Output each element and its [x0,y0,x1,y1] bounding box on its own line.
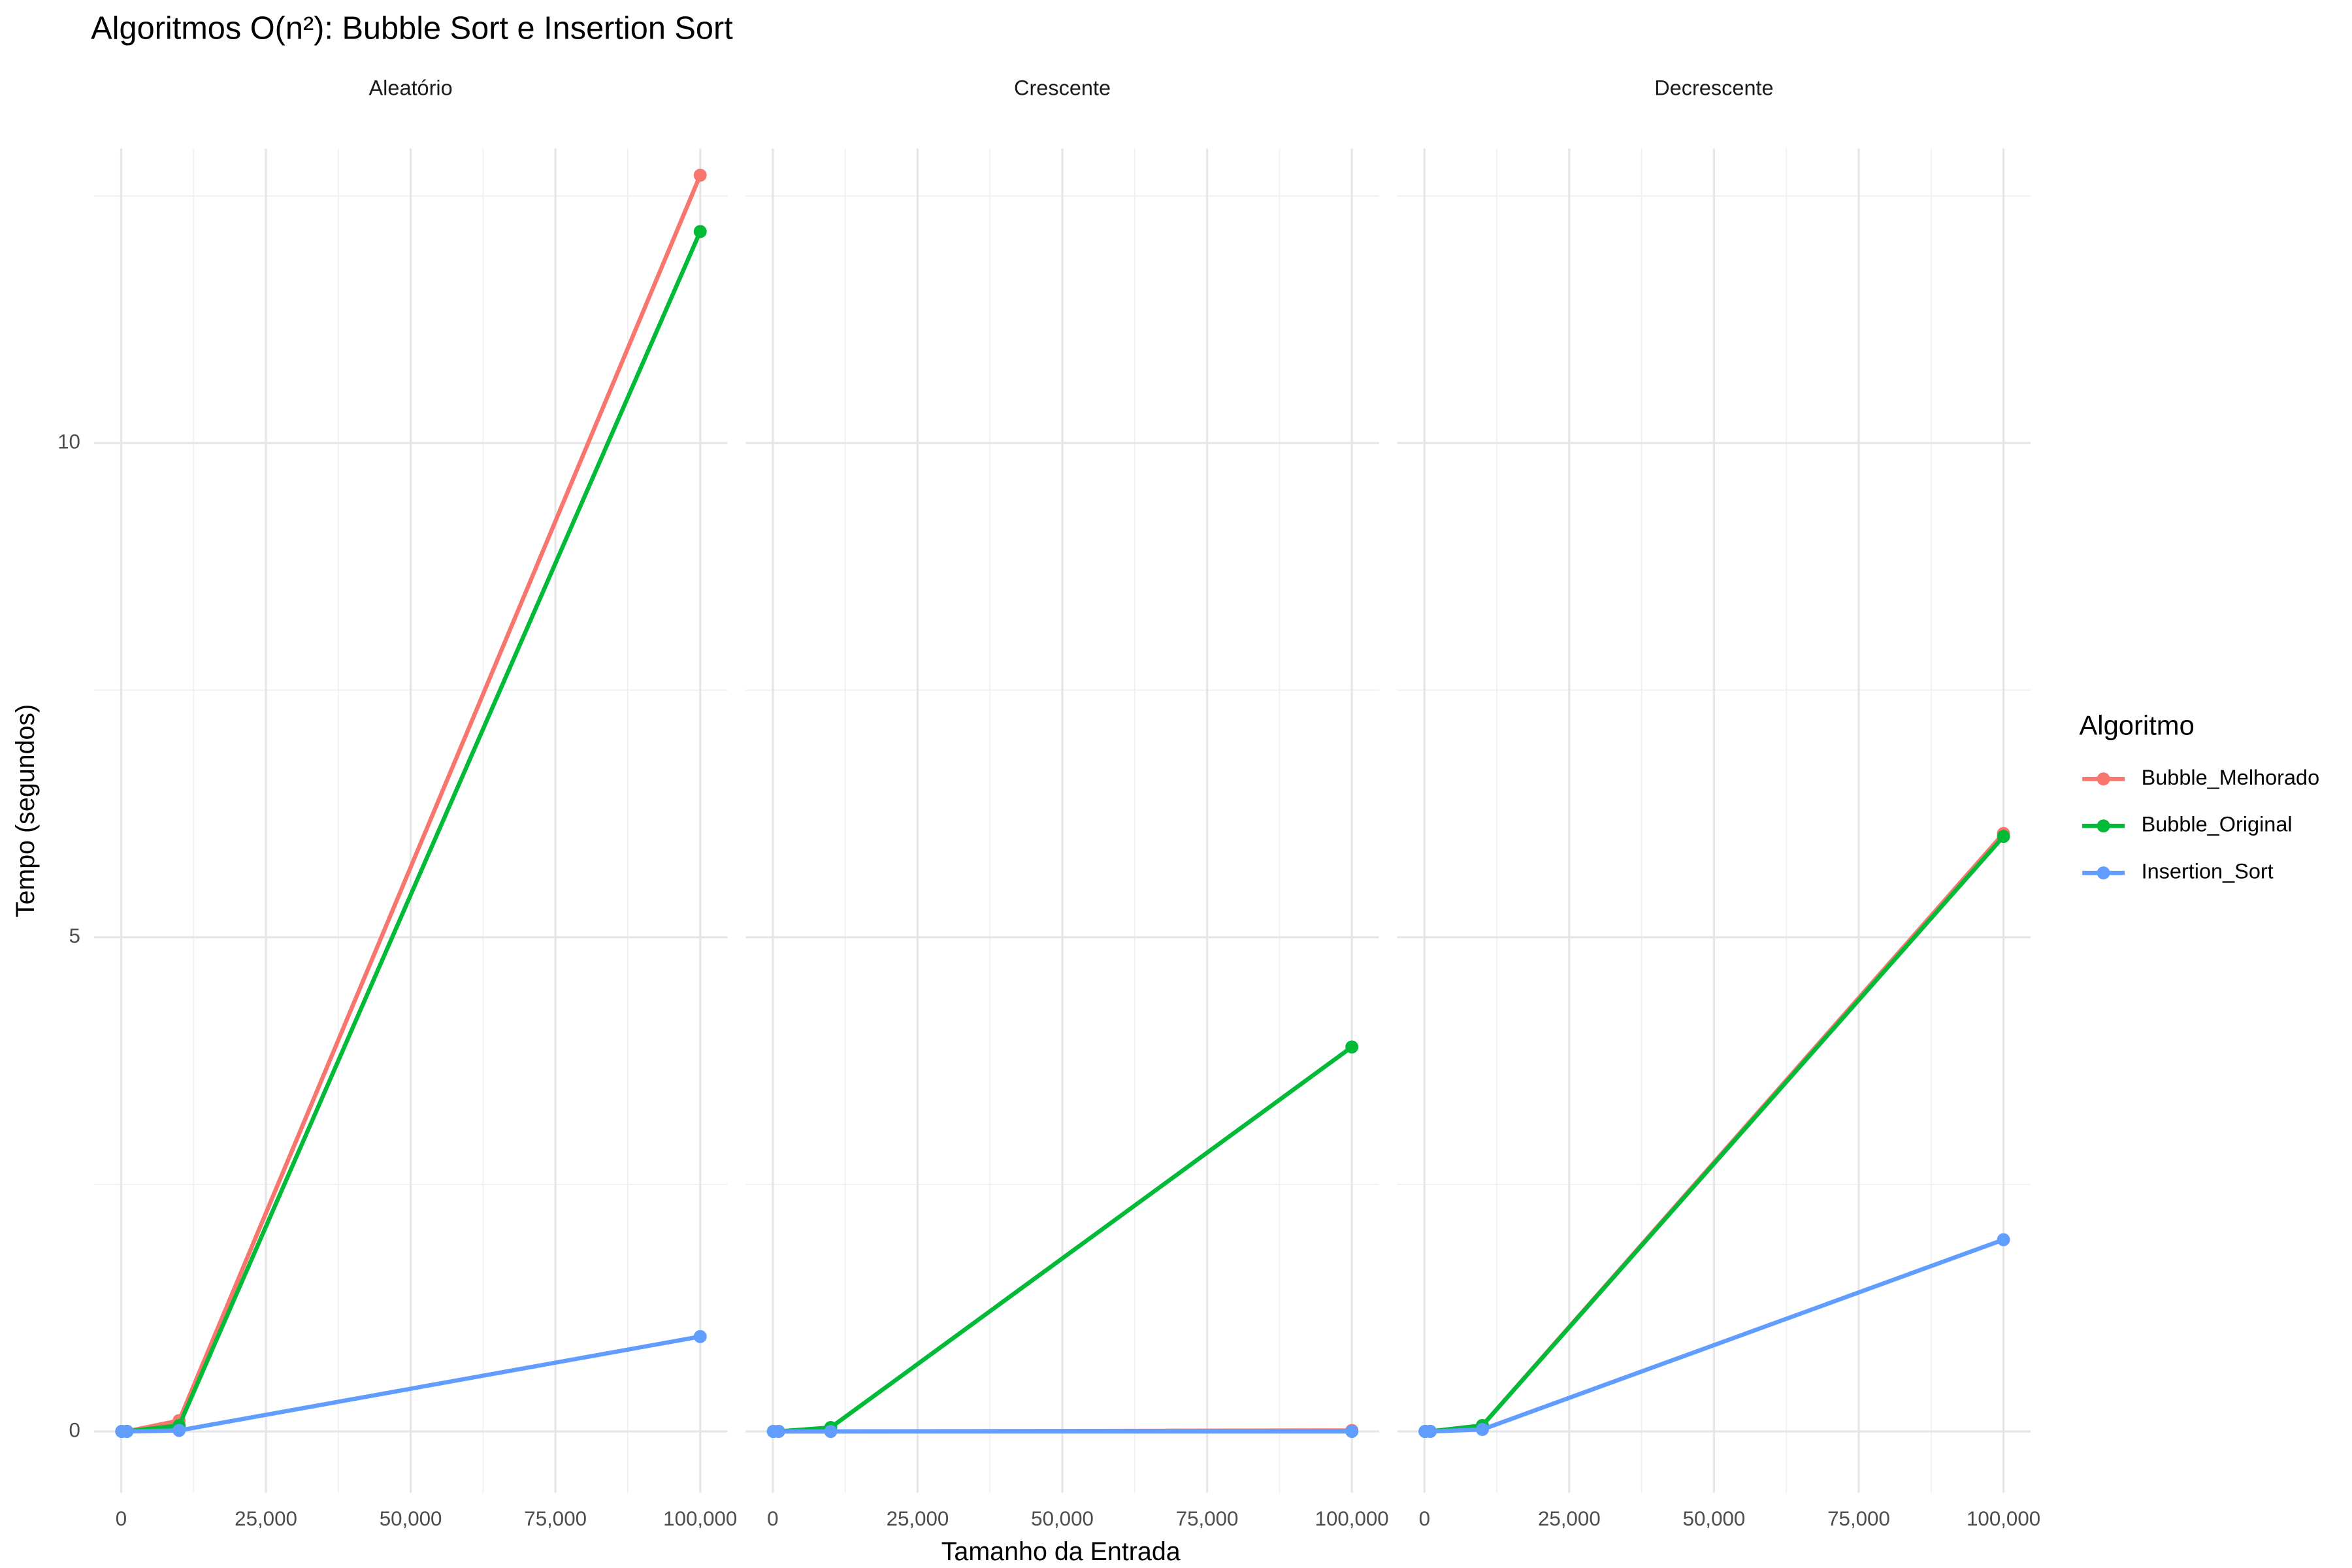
x-tick-label: 50,000 [1683,1507,1746,1530]
data-point [1475,1422,1489,1436]
data-point [693,225,707,238]
x-tick-label: 0 [1419,1507,1430,1530]
x-tick-label: 75,000 [1176,1507,1239,1530]
data-point [172,1424,186,1437]
data-point [1345,1040,1359,1054]
x-tick-label: 25,000 [1538,1507,1601,1530]
x-tick-label: 50,000 [380,1507,442,1530]
legend-label: Bubble_Original [2142,813,2293,836]
y-tick-label: 0 [69,1418,80,1441]
legend-label: Bubble_Melhorado [2142,766,2320,789]
x-tick-label: 75,000 [524,1507,587,1530]
data-point [824,1425,838,1438]
x-tick-label: 0 [767,1507,778,1530]
y-axis-title: Tempo (segundos) [11,704,40,918]
data-point [1345,1425,1359,1438]
facet-label: Aleatório [369,76,453,99]
data-point [772,1425,785,1438]
legend-point [2097,772,2110,786]
x-tick-label: 100,000 [1315,1507,1389,1530]
y-tick-label: 5 [69,924,80,947]
data-point [693,169,707,182]
x-tick-label: 0 [116,1507,127,1530]
data-point [1424,1425,1437,1438]
x-tick-label: 25,000 [887,1507,949,1530]
legend-point [2097,819,2110,833]
data-point [693,1330,707,1343]
data-point [120,1425,134,1438]
y-tick-label: 10 [57,430,80,453]
chart-title: Algoritmos O(n²): Bubble Sort e Insertio… [91,10,733,46]
x-tick-label: 50,000 [1031,1507,1094,1530]
x-tick-label: 100,000 [663,1507,737,1530]
facet-label: Crescente [1014,76,1111,99]
data-point [1997,830,2010,843]
x-tick-label: 25,000 [235,1507,297,1530]
legend-point [2097,866,2110,880]
legend-title: Algoritmo [2079,710,2194,740]
x-axis-title: Tamanho da Entrada [941,1537,1181,1566]
facet-label: Decrescente [1654,76,1773,99]
legend-label: Insertion_Sort [2142,860,2274,883]
x-tick-label: 75,000 [1827,1507,1890,1530]
x-tick-label: 100,000 [1967,1507,2040,1530]
data-point [1997,1233,2010,1247]
